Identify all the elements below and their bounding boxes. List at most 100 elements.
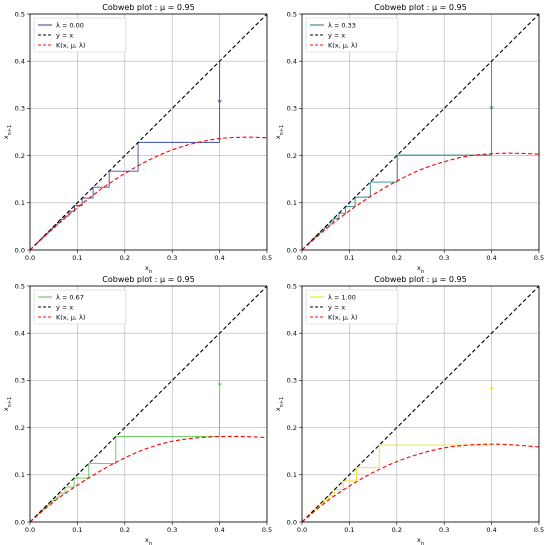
legend: λ = 0.33 y = x K(x, μ, λ) [305,17,399,53]
chart-title: Cobweb plot : μ = 0.95 [102,275,194,284]
legend-label: y = x [56,303,73,311]
chart-title: Cobweb plot : μ = 0.95 [102,3,194,12]
chart-svg: 0.0 0.1 0.2 0.3 0.4 0.5 0.0 0.1 0.2 0.3 0.4 0.5 Cobw… [274,275,544,545]
x-tick-label: 0.2 [392,526,402,534]
x-tick-label: 0.3 [439,254,449,262]
identity-line [30,286,267,522]
legend: λ = 0.00 y = x K(x, μ, λ) [33,17,127,53]
x-tick-label: 0.0 [297,254,307,262]
y-tick-label: 0.2 [287,152,297,160]
x-tick-label: 0.3 [167,254,177,262]
chart-panel-bottom-left: 0.0 0.1 0.2 0.3 0.4 0.5 0.0 0.1 0.2 0.3 0.4 0.5 Cobw… [0,272,275,545]
y-tick-label: 0.0 [15,518,25,526]
x-tick-label: 0.2 [120,526,130,534]
legend-box [33,17,127,53]
legend-label: K(x, μ, λ) [56,313,85,321]
chart-svg: 0.0 0.1 0.2 0.3 0.4 0.5 0.0 0.1 0.2 0.3 0.4 0.5 Cobw… [274,3,544,275]
x-tick-label: 0.4 [486,254,496,262]
legend-label: λ = 0.67 [56,293,84,301]
y-tick-label: 0.4 [287,58,297,66]
cobweb-arrow [217,382,222,387]
y-tick-label: 0.1 [287,471,297,479]
x-tick-label: 0.5 [534,254,544,262]
y-tick-label: 0.1 [15,199,25,207]
x-axis-label: xn [417,536,424,545]
axes-frame [29,13,268,251]
y-tick-label: 0.5 [287,10,297,18]
x-tick-label: 0.1 [72,254,82,262]
x-tick-label: 0.5 [262,254,272,262]
legend-box [33,289,127,325]
x-tick-label: 0.1 [344,526,354,534]
chart-panel-top-left: 0.0 0.1 0.2 0.3 0.4 0.5 0.0 0.1 0.2 0.3 0.4 0.5 Cobw… [0,0,275,275]
x-tick-label: 0.3 [167,526,177,534]
legend-label: K(x, μ, λ) [56,41,85,49]
x-axis-label: xn [145,264,152,275]
y-tick-label: 0.4 [15,58,25,66]
k-map-curve [302,443,539,522]
legend-box [305,17,399,53]
axes-frame [29,285,268,523]
cobweb-arrow [489,105,494,110]
y-axis-label: xn+1 [274,397,285,411]
legend-label: λ = 1.00 [328,293,356,301]
y-tick-label: 0.4 [15,330,25,338]
identity-line [302,14,539,250]
chart-title: Cobweb plot : μ = 0.95 [374,3,466,12]
x-tick-label: 0.1 [72,526,82,534]
y-axis-label: xn+1 [2,125,13,139]
cobweb-arrow [217,99,222,104]
y-tick-label: 0.5 [287,282,297,290]
y-tick-label: 0.0 [287,246,297,254]
y-axis-label: xn+1 [2,397,13,411]
chart-panel-top-right: 0.0 0.1 0.2 0.3 0.4 0.5 0.0 0.1 0.2 0.3 0.4 0.5 Cobw… [272,0,547,275]
x-tick-label: 0.1 [344,254,354,262]
y-tick-label: 0.3 [287,105,297,113]
k-map-curve [302,152,539,250]
legend-label: λ = 0.00 [56,21,84,29]
x-tick-label: 0.3 [439,526,449,534]
y-tick-label: 0.3 [15,105,25,113]
y-tick-label: 0.0 [287,518,297,526]
k-map-curve [30,136,267,250]
chart-title: Cobweb plot : μ = 0.95 [374,275,466,284]
chart-panel-bottom-right: 0.0 0.1 0.2 0.3 0.4 0.5 0.0 0.1 0.2 0.3 0.4 0.5 Cobw… [272,272,547,545]
x-tick-label: 0.4 [486,526,496,534]
chart-svg: 0.0 0.1 0.2 0.3 0.4 0.5 0.0 0.1 0.2 0.3 0.4 0.5 Cobw… [2,275,272,545]
x-tick-label: 0.2 [392,254,402,262]
y-tick-label: 0.0 [15,246,25,254]
y-tick-label: 0.2 [15,152,25,160]
y-tick-label: 0.3 [287,377,297,385]
x-tick-label: 0.0 [25,526,35,534]
y-tick-label: 0.4 [287,330,297,338]
legend-label: y = x [328,303,345,311]
legend-label: K(x, μ, λ) [328,313,357,321]
x-tick-label: 0.5 [534,526,544,534]
legend-label: y = x [56,31,73,39]
identity-line [302,286,539,522]
legend-box [305,289,399,325]
x-axis-label: xn [145,536,152,545]
y-axis-label: xn+1 [274,125,285,139]
y-tick-label: 0.1 [287,199,297,207]
chart-svg: 0.0 0.1 0.2 0.3 0.4 0.5 0.0 0.1 0.2 0.3 0.4 0.5 Cobw… [2,3,272,275]
legend: λ = 0.67 y = x K(x, μ, λ) [33,289,127,325]
axes-frame [301,13,540,251]
legend: λ = 1.00 y = x K(x, μ, λ) [305,289,399,325]
x-tick-label: 0.0 [297,526,307,534]
identity-line [30,14,267,250]
x-tick-label: 0.5 [262,526,272,534]
legend-label: y = x [328,31,345,39]
y-tick-label: 0.5 [15,282,25,290]
y-tick-label: 0.2 [15,424,25,432]
x-tick-label: 0.4 [214,526,224,534]
x-axis-label: xn [417,264,424,275]
y-tick-label: 0.2 [287,424,297,432]
y-tick-label: 0.5 [15,10,25,18]
x-tick-label: 0.0 [25,254,35,262]
axes-frame [301,285,540,523]
legend-label: λ = 0.33 [328,21,356,29]
cobweb-arrow [489,386,494,391]
legend-label: K(x, μ, λ) [328,41,357,49]
